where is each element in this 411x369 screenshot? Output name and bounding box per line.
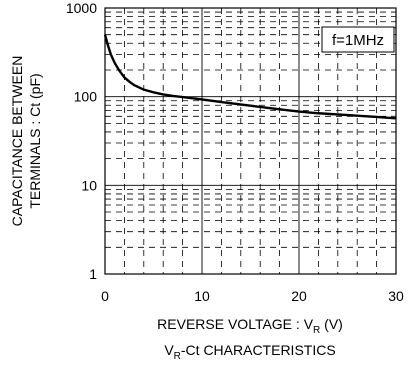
x-tick-label: 0: [101, 288, 109, 304]
x-axis-label-sub: R: [313, 325, 320, 336]
y-axis-label-line2: TERMINALS : Ct (pF): [27, 73, 43, 208]
chart-caption-rest: -Ct CHARACTERISTICS: [181, 342, 336, 358]
x-tick-label: 20: [291, 288, 307, 304]
y-tick-label: 100: [74, 89, 98, 105]
x-tick-labels: 0 10 20 30: [101, 288, 404, 304]
chart-caption-main: V: [164, 342, 174, 358]
plot-frame: [104, 7, 397, 275]
y-tick-label: 10: [81, 177, 97, 193]
x-tick-label: 10: [194, 288, 210, 304]
y-tick-label: 1000: [66, 0, 97, 16]
series-line: [103, 34, 397, 120]
y-tick-label: 1: [89, 266, 97, 282]
x-tick-label: 30: [388, 288, 404, 304]
annotation-label: f=1MHz: [332, 32, 384, 49]
chart-caption: VR-Ct CHARACTERISTICS: [164, 342, 335, 362]
chart-caption-sub: R: [174, 351, 181, 362]
annotation-box: f=1MHz: [321, 26, 395, 53]
x-axis-label-rest: (V): [320, 316, 343, 332]
y-axis-label-line1: CAPACITANCE BETWEEN: [9, 56, 25, 227]
y-tick-labels: 1 10 100 1000: [66, 0, 97, 282]
x-axis-label: REVERSE VOLTAGE : VR (V): [157, 316, 343, 336]
x-axis-label-main: REVERSE VOLTAGE : V: [157, 316, 314, 332]
